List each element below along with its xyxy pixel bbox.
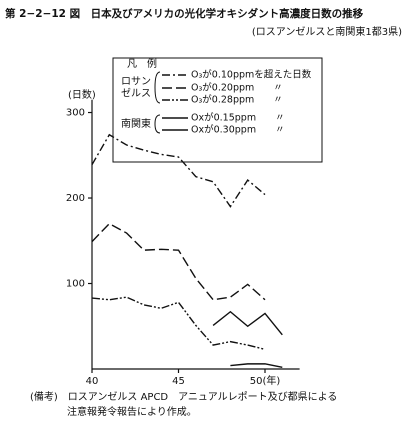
series-line bbox=[91, 222, 266, 301]
legend-label: O₃が0.20ppm 〃 bbox=[191, 82, 283, 94]
legend-group-label: ゼルス bbox=[121, 88, 151, 100]
y-tick-label: 200 bbox=[66, 193, 85, 204]
legend-box bbox=[112, 57, 323, 163]
series-line bbox=[212, 310, 283, 336]
chart-subtitle: (ロスアンゼルスと南関東1都3県) bbox=[252, 25, 402, 38]
y-tick-label: 100 bbox=[66, 279, 85, 290]
legend-brace bbox=[154, 71, 161, 104]
legend-label: Oxが0.30ppm 〃 bbox=[191, 124, 285, 136]
legend-group-label: ロサン bbox=[121, 76, 151, 88]
y-axis-label: (日数) bbox=[68, 88, 96, 101]
note-line: (備考) ロスアンゼルス APCD アニュアルレポート及び都県による bbox=[30, 390, 337, 403]
legend-label: O₃が0.10ppmを超えた日数 bbox=[191, 69, 312, 81]
y-tick-label: 300 bbox=[66, 108, 85, 119]
legend-label: Oxが0.15ppm 〃 bbox=[191, 112, 285, 124]
note-line: 注意報発令報告により作成。 bbox=[67, 405, 197, 418]
series-line bbox=[91, 296, 266, 351]
chart-title: 第 2−2−12 図 日本及びアメリカの光化学オキシダント高濃度日数の推移 bbox=[5, 7, 364, 20]
legend-brace bbox=[154, 114, 161, 134]
legend-group-label: 南関東 bbox=[121, 117, 151, 130]
legend-label: O₃が0.28ppm 〃 bbox=[191, 94, 283, 106]
series-line bbox=[91, 133, 266, 208]
x-tick-label: 50(年) bbox=[250, 374, 281, 387]
legend-title: 凡 例 bbox=[127, 57, 157, 70]
series-line bbox=[230, 363, 283, 368]
x-tick-label: 45 bbox=[172, 376, 185, 387]
x-tick-label: 40 bbox=[86, 376, 99, 387]
